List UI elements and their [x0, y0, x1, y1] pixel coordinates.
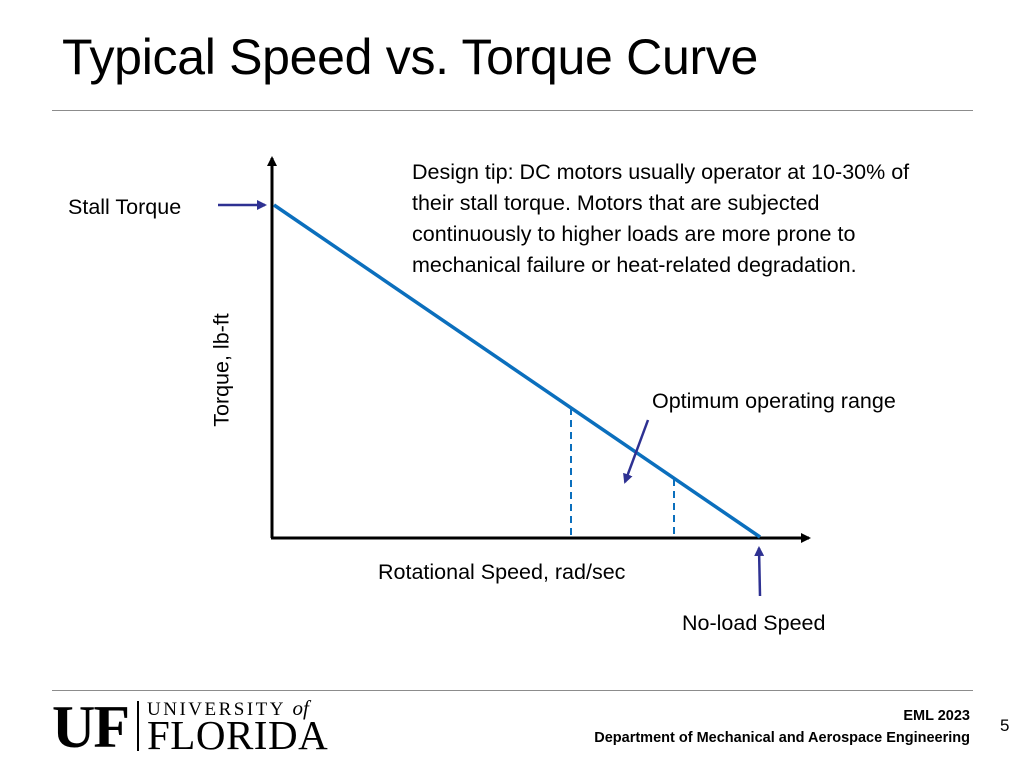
design-tip-line: continuously to higher loads are more pr… [412, 222, 856, 246]
design-tip-line: their stall torque. Motors that are subj… [412, 191, 820, 215]
optimum-range-label: Optimum operating range [652, 389, 896, 413]
slide-title: Typical Speed vs. Torque Curve [62, 29, 759, 85]
logo-divider [137, 701, 139, 751]
logo-of-word: of [292, 696, 309, 720]
torque-speed-curve [273, 203, 761, 539]
title-divider [52, 110, 973, 111]
course-code: EML 2023 [903, 708, 970, 724]
x-axis-label: Rotational Speed, rad/sec [378, 560, 626, 584]
logo-university-text: UNIVERSITY of [147, 697, 309, 721]
footer-divider [52, 690, 973, 691]
no-load-speed-label: No-load Speed [682, 611, 826, 635]
logo-florida-word: FLORIDA [147, 712, 329, 758]
department-name: Department of Mechanical and Aerospace E… [594, 730, 970, 746]
design-tip-text: Design tip: DC motors usually operator a… [412, 157, 909, 281]
design-tip-line: Design tip: DC motors usually operator a… [412, 160, 910, 184]
logo-uf-monogram: UF [52, 694, 130, 760]
footer-text: EML 2023 Department of Mechanical and Ae… [594, 705, 970, 749]
optimum-range-arrow [623, 419, 650, 484]
no-load-speed-arrow [754, 546, 765, 597]
logo-university-word: UNIVERSITY [147, 699, 286, 720]
page-number: 5 [1000, 716, 1010, 735]
y-axis-label: Torque, lb-ft [209, 313, 234, 427]
university-of-florida-logo: UF UNIVERSITY of FLORIDA [52, 694, 352, 760]
design-tip-line: mechanical failure or heat-related degra… [412, 253, 857, 277]
stall-torque-label: Stall Torque [68, 195, 182, 219]
